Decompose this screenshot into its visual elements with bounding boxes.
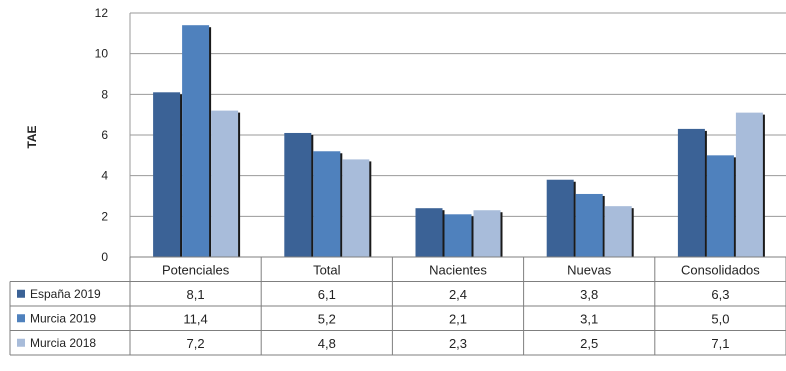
bar — [604, 206, 632, 257]
bar-shadow — [368, 161, 372, 257]
bar-shadow — [499, 212, 503, 257]
bar-shadow — [310, 134, 314, 257]
data-label: 3,8 — [580, 287, 598, 302]
bar-shadow — [572, 181, 576, 257]
legend-swatch — [17, 289, 25, 298]
y-axis: TAE 0 2 4 6 8 10 12 — [25, 6, 131, 264]
y-tick-label: 8 — [101, 87, 108, 101]
bar — [313, 151, 341, 257]
bar — [473, 210, 501, 257]
legend-label: Murcia 2019 — [30, 311, 96, 325]
y-tick-label: 2 — [101, 209, 108, 223]
bar-shadow — [630, 208, 634, 257]
bar — [575, 193, 603, 257]
legend-label: Murcia 2018 — [30, 336, 96, 350]
bar-shadow — [441, 210, 445, 257]
bar-shadow — [237, 112, 241, 257]
bar — [284, 132, 312, 257]
bars — [153, 25, 765, 258]
bar — [211, 110, 239, 257]
y-tick-label: 12 — [95, 6, 109, 20]
data-label: 2,3 — [449, 336, 467, 351]
data-label: 8,1 — [187, 287, 205, 302]
legend-label: España 2019 — [30, 287, 101, 301]
x-tick-label: Consolidados — [681, 262, 760, 277]
bar-shadow — [470, 216, 474, 257]
y-axis-title: TAE — [25, 125, 39, 148]
bar — [182, 25, 210, 258]
data-label: 11,4 — [183, 311, 207, 326]
x-tick-label: Nuevas — [567, 262, 612, 277]
data-label: 6,1 — [318, 287, 336, 302]
bar — [342, 159, 370, 257]
bar-shadow — [208, 27, 212, 258]
bar — [546, 179, 574, 257]
y-tick-label: 4 — [101, 169, 108, 183]
legend-swatch — [17, 314, 25, 323]
data-label: 7,2 — [187, 336, 205, 351]
bar — [153, 92, 181, 257]
y-tick-label: 6 — [101, 128, 108, 142]
data-label: 5,0 — [711, 311, 729, 326]
bar-shadow — [732, 157, 736, 257]
bar-shadow — [339, 153, 343, 257]
bar-shadow — [761, 114, 765, 257]
data-label: 2,5 — [580, 336, 598, 351]
bar-shadow — [703, 130, 707, 257]
y-tick-label: 10 — [95, 47, 109, 61]
x-tick-label: Nacientes — [429, 262, 487, 277]
bar — [677, 128, 705, 257]
bar-shadow — [601, 195, 605, 257]
bar — [706, 155, 734, 257]
data-label: 6,3 — [711, 287, 729, 302]
x-tick-label: Potenciales — [162, 262, 230, 277]
data-label: 5,2 — [318, 311, 336, 326]
x-tick-label: Total — [313, 262, 341, 277]
bar — [444, 214, 472, 257]
data-label: 3,1 — [580, 311, 598, 326]
legend-swatch — [17, 338, 25, 347]
bar-shadow — [179, 94, 183, 257]
y-tick-label: 0 — [101, 250, 108, 264]
data-label: 7,1 — [711, 336, 729, 351]
bar — [415, 208, 443, 257]
data-label: 2,4 — [449, 287, 467, 302]
data-table: Potenciales Total Nacientes Nuevas Consolida… — [9, 256, 786, 356]
data-label: 2,1 — [449, 311, 467, 326]
bar — [735, 112, 763, 257]
data-label: 4,8 — [318, 336, 336, 351]
